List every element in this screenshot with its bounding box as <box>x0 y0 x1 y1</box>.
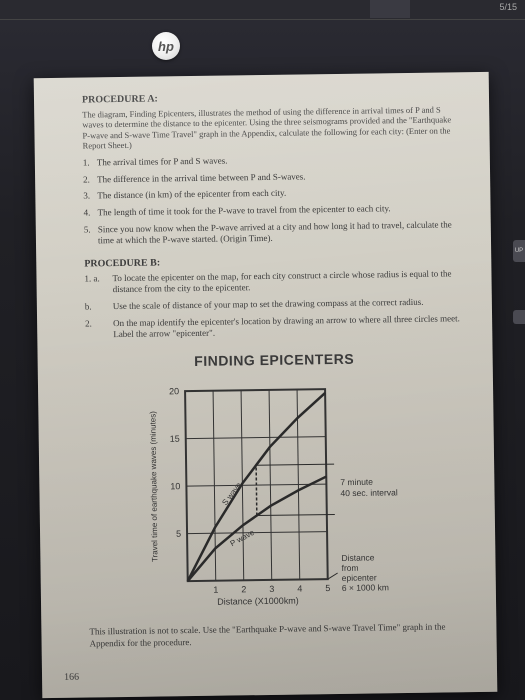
svg-text:5: 5 <box>175 529 180 539</box>
svg-text:P wave: P wave <box>228 527 256 548</box>
procedure-a-item: 3.The distance (in km) of the epicenter … <box>83 186 460 203</box>
svg-text:S wave: S wave <box>220 480 243 507</box>
chart-container: 5 10 15 20 1 2 3 4 5 Distance (X1000km) Travel tim… <box>86 377 466 612</box>
procedure-a-item: 2.The difference in the arrival time bet… <box>83 169 460 186</box>
procedure-a-intro: The diagram, Finding Epicenters, illustr… <box>82 104 460 152</box>
svg-text:Travel time of earthquake wave: Travel time of earthquake waves (minutes… <box>148 411 159 562</box>
procedure-b-item: 2.On the map identify the epicenter's lo… <box>85 313 462 342</box>
svg-text:1: 1 <box>213 585 218 595</box>
page-number: 166 <box>64 670 79 684</box>
svg-text:Distance (X1000km): Distance (X1000km) <box>217 596 299 607</box>
svg-text:3: 3 <box>269 584 274 594</box>
svg-text:4: 4 <box>297 583 302 593</box>
worksheet-page: PROCEDURE A: The diagram, Finding Epicen… <box>34 72 498 698</box>
topbar-fraction: 5/15 <box>499 2 517 12</box>
svg-text:Distance: Distance <box>341 552 374 562</box>
svg-text:15: 15 <box>169 434 179 444</box>
svg-text:from: from <box>341 563 358 573</box>
chart-footnote: This illustration is not to scale. Use t… <box>89 621 466 650</box>
procedure-a-item: 5.Since you now know when the P-wave arr… <box>84 219 461 248</box>
window-topbar: 5/15 <box>0 0 525 20</box>
svg-text:2: 2 <box>241 584 246 594</box>
side-handle-2[interactable] <box>513 310 525 324</box>
chart-svg: 5 10 15 20 1 2 3 4 5 Distance (X1000km) Travel tim… <box>134 378 417 612</box>
svg-text:20: 20 <box>168 386 178 396</box>
topbar-tab <box>370 0 410 18</box>
hp-logo-icon: hp <box>152 32 180 60</box>
svg-text:6 × 1000 km: 6 × 1000 km <box>341 582 388 593</box>
svg-text:5: 5 <box>325 583 330 593</box>
chart-title: FINDING EPICENTERS <box>86 348 463 372</box>
travel-time-chart: 5 10 15 20 1 2 3 4 5 Distance (X1000km) Travel tim… <box>134 378 417 612</box>
procedure-a-list: 1.The arrival times for P and S waves.2.… <box>83 152 461 247</box>
procedure-b-list: 1. a.To locate the epicenter on the map,… <box>84 268 462 342</box>
svg-text:40 sec. interval: 40 sec. interval <box>340 487 397 498</box>
procedure-b-item: b.Use the scale of distance of your map … <box>85 296 462 313</box>
procedure-b-item: 1. a.To locate the epicenter on the map,… <box>84 268 461 297</box>
svg-text:7 minute: 7 minute <box>340 477 373 487</box>
procedure-a-item: 1.The arrival times for P and S waves. <box>83 152 460 169</box>
procedure-a-item: 4.The length of time it took for the P-w… <box>84 202 461 219</box>
svg-text:epicenter: epicenter <box>341 572 376 582</box>
desktop-surface: hp UP PROCEDURE A: The diagram, Finding … <box>0 20 525 700</box>
svg-text:10: 10 <box>170 481 180 491</box>
side-handle[interactable]: UP <box>513 240 525 262</box>
